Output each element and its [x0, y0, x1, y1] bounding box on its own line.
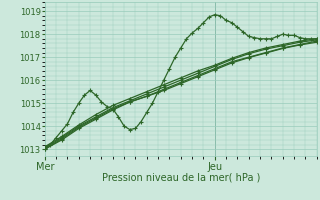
X-axis label: Pression niveau de la mer( hPa ): Pression niveau de la mer( hPa ) [102, 173, 260, 183]
